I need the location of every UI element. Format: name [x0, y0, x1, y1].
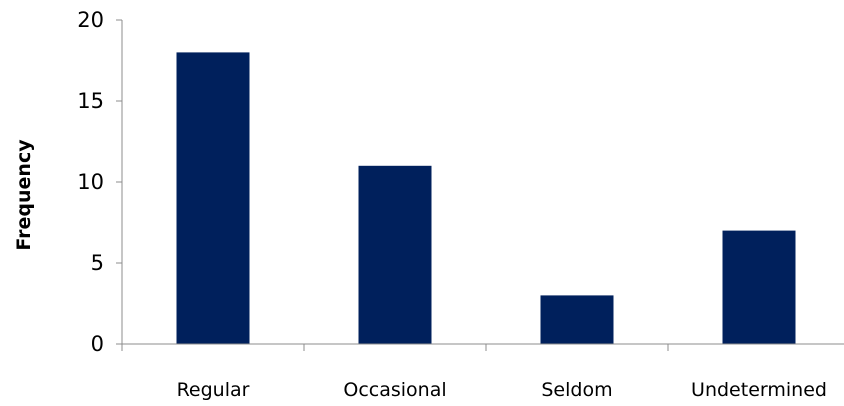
y-tick-label: 20: [77, 8, 104, 32]
bar-seldom: [540, 295, 614, 344]
x-category-label: Seldom: [541, 379, 612, 401]
x-category-label: Undetermined: [691, 379, 827, 401]
y-tick-label: 15: [77, 89, 104, 113]
x-category-label: Occasional: [343, 379, 446, 401]
y-axis-title: Frequency: [13, 139, 35, 251]
y-tick-label: 0: [91, 332, 104, 356]
bar-regular: [176, 52, 250, 345]
x-labels-group: Regular Occasional Seldom Undetermined: [177, 379, 827, 401]
y-tick-label: 5: [91, 251, 104, 275]
y-ticks-group: 0 5 10 15 20: [77, 8, 122, 356]
bar-undetermined: [722, 230, 796, 344]
bar-occasional: [358, 165, 432, 344]
x-category-label: Regular: [177, 379, 250, 401]
bars-group: [176, 52, 796, 345]
y-tick-label: 10: [77, 170, 104, 194]
